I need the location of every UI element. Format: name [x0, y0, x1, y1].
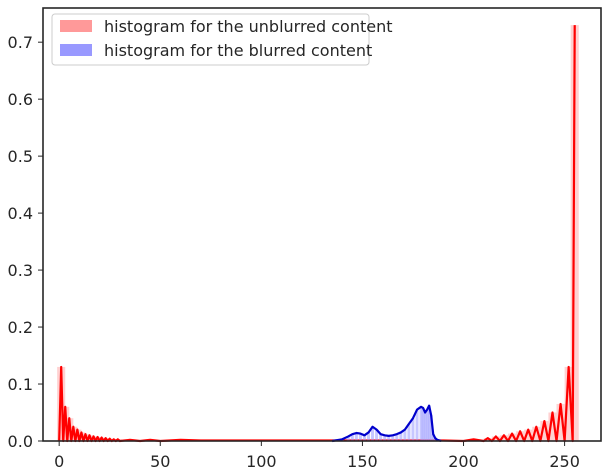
- series-1-bar: [371, 426, 375, 441]
- series-0-bar: [483, 438, 492, 441]
- x-tick-label: 100: [246, 452, 277, 471]
- series-1-bar: [391, 435, 395, 441]
- series-1-bar: [425, 409, 429, 441]
- series-1-bar: [350, 434, 354, 441]
- legend-swatch-blurred: [60, 44, 92, 56]
- series-0-bar: [499, 435, 508, 441]
- axes-frame: [42, 7, 602, 442]
- y-tick-label: 0.6: [8, 90, 33, 109]
- series-0-bar: [491, 436, 500, 441]
- series-1-bar: [429, 415, 433, 441]
- series-0-bar: [524, 429, 533, 441]
- y-tick-label: 0.0: [8, 432, 33, 451]
- series-0-bar: [556, 403, 565, 441]
- series-1-bar: [421, 407, 425, 441]
- series-0-bar: [532, 426, 541, 441]
- series-1-bar: [375, 429, 379, 441]
- series-1-bar: [362, 435, 366, 441]
- series-1-bar: [419, 406, 423, 441]
- series-1-bar: [431, 434, 435, 441]
- y-axis: 0.0 0.1 0.2 0.3 0.4 0.5 0.6 0.7: [8, 33, 43, 451]
- series-1-bar: [411, 418, 415, 441]
- series-0-bar: [564, 366, 573, 441]
- series-1-bar: [387, 435, 391, 441]
- series-0-bar: [548, 412, 557, 441]
- x-tick-label: 250: [549, 452, 580, 471]
- series-1-bar: [358, 433, 362, 441]
- y-tick-label: 0.5: [8, 147, 33, 166]
- y-tick-label: 0.7: [8, 33, 33, 52]
- series-1-bar: [427, 405, 431, 441]
- series-0-bar: [508, 433, 517, 441]
- series-0-bars: [57, 25, 579, 442]
- x-tick-label: 50: [150, 452, 170, 471]
- series-1-bars: [340, 405, 441, 441]
- legend-box: [51, 13, 370, 66]
- legend: histogram for the unblurred content hist…: [51, 13, 393, 66]
- series-1-line: [331, 404, 442, 443]
- legend-label-blurred: histogram for the blurred content: [104, 41, 372, 60]
- y-tick-label: 0.4: [8, 204, 33, 223]
- series-0-line: [58, 25, 576, 443]
- y-tick-label: 0.1: [8, 375, 33, 394]
- series-1-bar: [395, 434, 399, 441]
- series-1-bar: [403, 429, 407, 441]
- legend-label-unblurred: histogram for the unblurred content: [104, 17, 393, 36]
- plot-area: [57, 25, 579, 443]
- series-1-bar: [379, 434, 383, 441]
- series-0-bar: [540, 421, 549, 441]
- series-1-bar: [354, 433, 358, 441]
- y-tick-label: 0.2: [8, 318, 33, 337]
- x-tick-label: 0: [54, 452, 64, 471]
- series-1-bar: [415, 409, 419, 441]
- series-1-bar: [383, 435, 387, 441]
- legend-swatch-unblurred: [60, 20, 92, 32]
- series-1-bar: [399, 432, 403, 441]
- series-1-bar: [366, 432, 371, 441]
- x-tick-label: 150: [347, 452, 378, 471]
- x-axis: 0 50 100 150 200 250: [54, 441, 580, 471]
- series-1-bar: [407, 423, 411, 441]
- series-1-bar: [423, 412, 427, 441]
- series-0-bar: [516, 431, 525, 441]
- x-tick-label: 200: [448, 452, 479, 471]
- y-tick-label: 0.3: [8, 261, 33, 280]
- series-1-bar: [346, 436, 350, 441]
